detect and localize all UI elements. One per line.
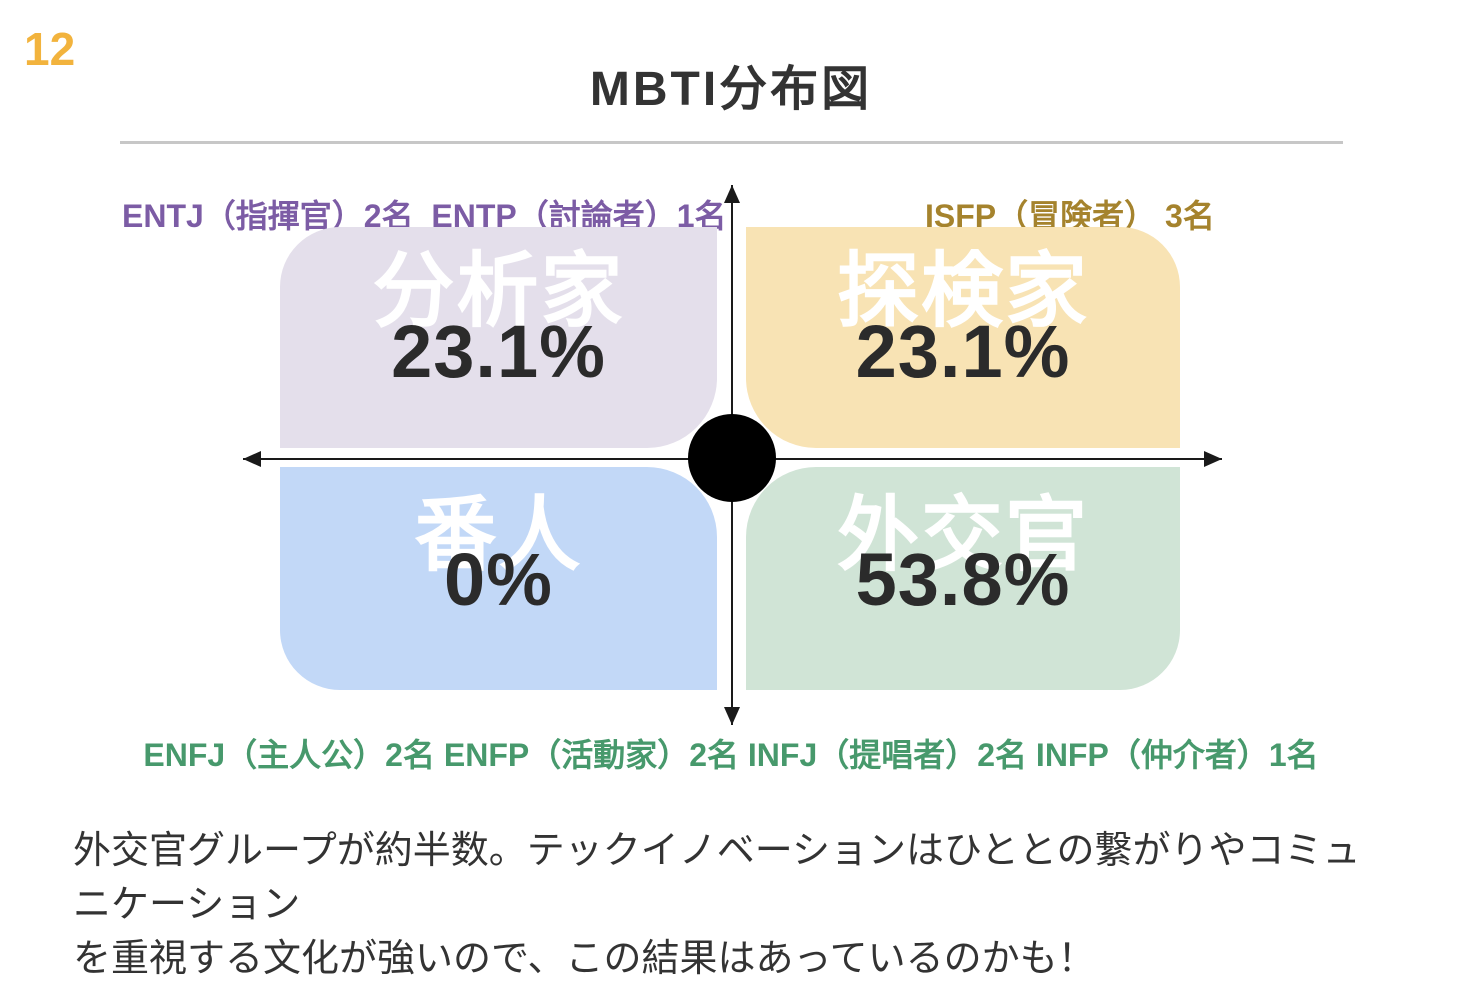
annotation-diplomats: ENFJ（主人公）2名 ENFP（活動家）2名 INFJ（提唱者）2名 INFP… <box>143 737 1319 773</box>
center-dot <box>688 414 776 502</box>
quadrant-diplomats: 外交官 53.8% <box>746 467 1180 690</box>
comment-paragraph: 外交官グループが約半数。テックイノベーションはひととの繋がりやコミュニケーション… <box>73 824 1393 986</box>
arrowhead-right-icon <box>1204 451 1222 467</box>
title-divider <box>120 141 1343 144</box>
page-title: MBTI分布図 <box>589 63 873 116</box>
quadrant-explorers: 探検家 23.1% <box>746 227 1180 448</box>
comment-line-1: 外交官グループが約半数。テックイノベーションはひととの繋がりやコミュニケーション <box>73 830 1361 926</box>
quadrant-diplomats-percent: 53.8% <box>855 538 1071 621</box>
quadrant-diplomats-name: 外交官 <box>836 490 1089 581</box>
quadrant-explorers-name: 探検家 <box>836 246 1089 337</box>
quadrant-analysts-percent: 23.1% <box>391 310 606 393</box>
quadrant-sentinels-percent: 0% <box>444 538 553 621</box>
quadrant-explorers-percent: 23.1% <box>855 310 1071 393</box>
quadrant-sentinels: 番人 0% <box>280 467 717 690</box>
quadrant-analysts-name: 分析家 <box>372 246 625 337</box>
comment-line-2: を重視する文化が強いので、この結果はあっているのかも！ <box>73 938 1096 980</box>
quadrant-sentinels-name: 番人 <box>414 490 583 581</box>
arrowhead-left-icon <box>243 451 261 467</box>
arrowhead-down-icon <box>724 707 740 725</box>
page-number: 12 <box>24 23 76 75</box>
quadrant-analysts: 分析家 23.1% <box>280 227 717 448</box>
